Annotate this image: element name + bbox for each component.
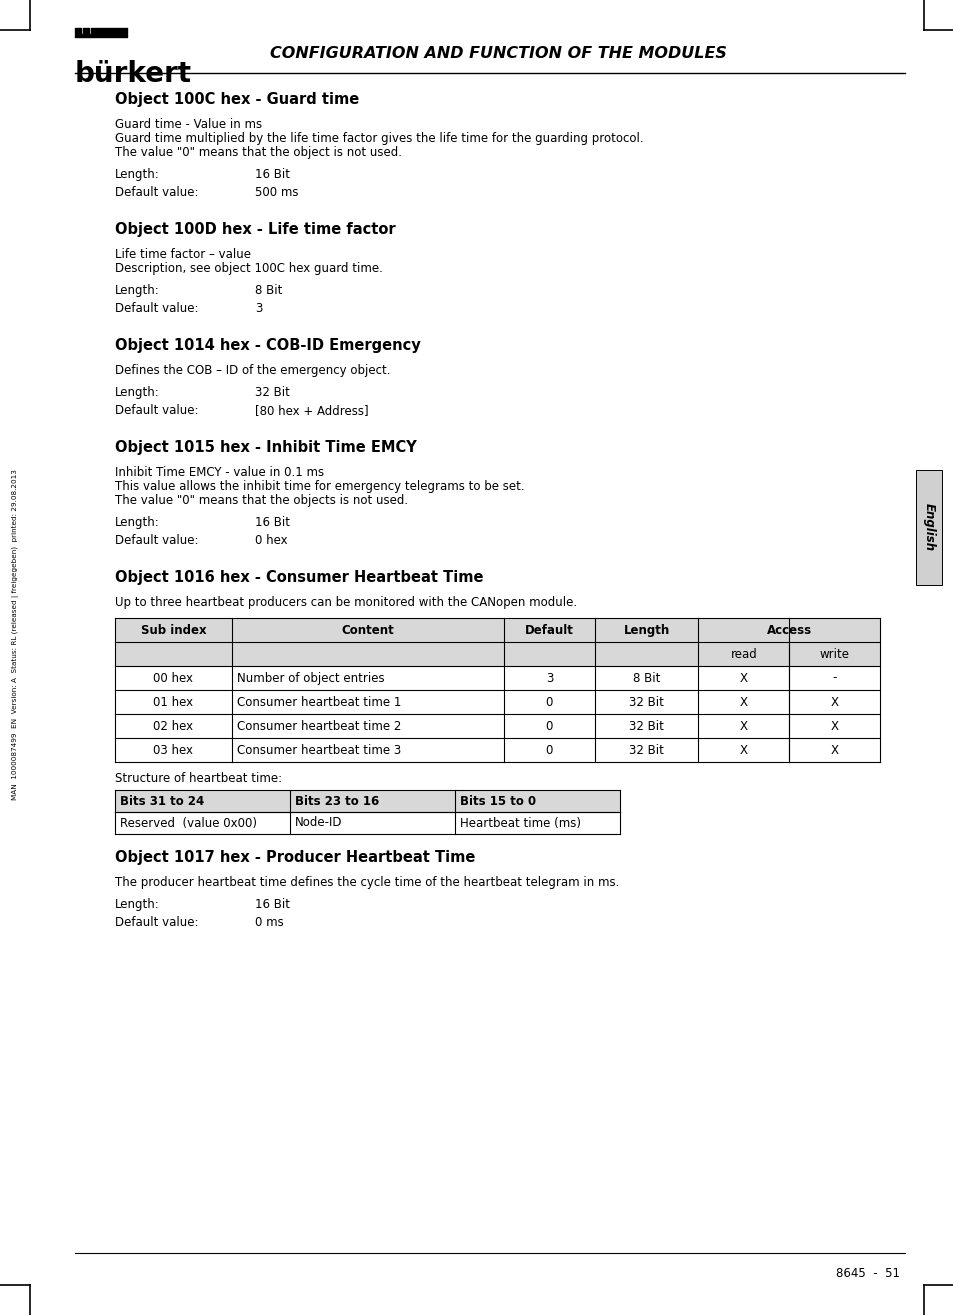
Text: Length:: Length: bbox=[115, 284, 159, 297]
Text: 32 Bit: 32 Bit bbox=[629, 743, 663, 756]
Text: Object 1016 hex - Consumer Heartbeat Time: Object 1016 hex - Consumer Heartbeat Tim… bbox=[115, 569, 483, 585]
Text: Structure of heartbeat time:: Structure of heartbeat time: bbox=[115, 772, 282, 785]
Text: Guard time multiplied by the life time factor gives the life time for the guardi: Guard time multiplied by the life time f… bbox=[115, 132, 643, 145]
Text: X: X bbox=[740, 719, 747, 732]
Text: The producer heartbeat time defines the cycle time of the heartbeat telegram in : The producer heartbeat time defines the … bbox=[115, 876, 618, 889]
Text: 3: 3 bbox=[254, 302, 262, 316]
Text: [80 hex + Address]: [80 hex + Address] bbox=[254, 404, 368, 417]
Bar bbox=[115, 618, 879, 642]
Text: Number of object entries: Number of object entries bbox=[236, 672, 384, 685]
Text: The value "0" means that the objects is not used.: The value "0" means that the objects is … bbox=[115, 494, 408, 508]
Text: 8645  -  51: 8645 - 51 bbox=[835, 1266, 899, 1279]
Text: Length:: Length: bbox=[115, 168, 159, 181]
Text: Consumer heartbeat time 2: Consumer heartbeat time 2 bbox=[236, 719, 400, 732]
Text: write: write bbox=[819, 647, 849, 660]
Bar bbox=[115, 790, 619, 811]
Text: Object 1014 hex - COB-ID Emergency: Object 1014 hex - COB-ID Emergency bbox=[115, 338, 420, 352]
Text: X: X bbox=[830, 696, 838, 709]
Text: 01 hex: 01 hex bbox=[153, 696, 193, 709]
Bar bbox=[115, 690, 879, 714]
Text: Life time factor – value: Life time factor – value bbox=[115, 249, 251, 260]
Text: 32 Bit: 32 Bit bbox=[629, 696, 663, 709]
Text: 0 ms: 0 ms bbox=[254, 917, 283, 928]
Bar bbox=[115, 665, 879, 690]
Text: 0: 0 bbox=[545, 719, 553, 732]
Text: Bits 31 to 24: Bits 31 to 24 bbox=[120, 794, 204, 807]
Bar bbox=[115, 642, 879, 665]
Text: Length:: Length: bbox=[115, 515, 159, 529]
Text: Node-ID: Node-ID bbox=[294, 817, 342, 830]
Text: X: X bbox=[740, 743, 747, 756]
Text: CONFIGURATION AND FUNCTION OF THE MODULES: CONFIGURATION AND FUNCTION OF THE MODULE… bbox=[270, 46, 726, 60]
Text: 8 Bit: 8 Bit bbox=[254, 284, 282, 297]
Text: 00 hex: 00 hex bbox=[153, 672, 193, 685]
Text: The value "0" means that the object is not used.: The value "0" means that the object is n… bbox=[115, 146, 401, 159]
Text: Consumer heartbeat time 3: Consumer heartbeat time 3 bbox=[236, 743, 400, 756]
Text: 16 Bit: 16 Bit bbox=[254, 898, 290, 911]
Text: 0 hex: 0 hex bbox=[254, 534, 287, 547]
Text: 0: 0 bbox=[545, 696, 553, 709]
Text: Default: Default bbox=[524, 623, 573, 636]
Text: Guard time - Value in ms: Guard time - Value in ms bbox=[115, 118, 262, 132]
Text: read: read bbox=[730, 647, 757, 660]
Text: Default value:: Default value: bbox=[115, 917, 198, 928]
Text: Length: Length bbox=[623, 623, 669, 636]
Text: -: - bbox=[832, 672, 836, 685]
Text: Bits 15 to 0: Bits 15 to 0 bbox=[459, 794, 536, 807]
Bar bbox=[115, 714, 879, 738]
Text: Consumer heartbeat time 1: Consumer heartbeat time 1 bbox=[236, 696, 400, 709]
Text: Up to three heartbeat producers can be monitored with the CANopen module.: Up to three heartbeat producers can be m… bbox=[115, 596, 577, 609]
Text: Bits 23 to 16: Bits 23 to 16 bbox=[294, 794, 379, 807]
Text: Description, see object 100C hex guard time.: Description, see object 100C hex guard t… bbox=[115, 262, 382, 275]
Text: Sub index: Sub index bbox=[140, 623, 206, 636]
Text: 32 Bit: 32 Bit bbox=[254, 387, 290, 398]
Text: X: X bbox=[830, 719, 838, 732]
Text: Content: Content bbox=[341, 623, 394, 636]
Text: 16 Bit: 16 Bit bbox=[254, 515, 290, 529]
Text: Object 1015 hex - Inhibit Time EMCY: Object 1015 hex - Inhibit Time EMCY bbox=[115, 441, 416, 455]
Bar bbox=[115, 811, 619, 834]
Text: 16 Bit: 16 Bit bbox=[254, 168, 290, 181]
Text: X: X bbox=[740, 696, 747, 709]
Text: Default value:: Default value: bbox=[115, 534, 198, 547]
Text: 8 Bit: 8 Bit bbox=[632, 672, 659, 685]
Text: Reserved  (value 0x00): Reserved (value 0x00) bbox=[120, 817, 256, 830]
Text: 03 hex: 03 hex bbox=[153, 743, 193, 756]
Text: Inhibit Time EMCY - value in 0.1 ms: Inhibit Time EMCY - value in 0.1 ms bbox=[115, 466, 324, 479]
Text: 02 hex: 02 hex bbox=[153, 719, 193, 732]
Text: X: X bbox=[740, 672, 747, 685]
Text: 0: 0 bbox=[545, 743, 553, 756]
Text: Default value:: Default value: bbox=[115, 185, 198, 199]
Text: Default value:: Default value: bbox=[115, 302, 198, 316]
Text: Length:: Length: bbox=[115, 898, 159, 911]
Text: Object 1017 hex - Producer Heartbeat Time: Object 1017 hex - Producer Heartbeat Tim… bbox=[115, 849, 475, 865]
Text: bürkert: bürkert bbox=[75, 60, 192, 88]
Text: English: English bbox=[922, 504, 935, 551]
Text: Heartbeat time (ms): Heartbeat time (ms) bbox=[459, 817, 580, 830]
Text: 3: 3 bbox=[545, 672, 553, 685]
Bar bbox=[915, 469, 941, 585]
Text: Length:: Length: bbox=[115, 387, 159, 398]
Text: Default value:: Default value: bbox=[115, 404, 198, 417]
Text: 500 ms: 500 ms bbox=[254, 185, 298, 199]
Bar bbox=[115, 738, 879, 761]
Text: MAN  1000087499  EN  Version: A  Status: RL (released | freigegeben)  printed: 2: MAN 1000087499 EN Version: A Status: RL … bbox=[12, 469, 19, 801]
Text: This value allows the inhibit time for emergency telegrams to be set.: This value allows the inhibit time for e… bbox=[115, 480, 524, 493]
Text: Object 100D hex - Life time factor: Object 100D hex - Life time factor bbox=[115, 222, 395, 237]
Text: Access: Access bbox=[766, 623, 811, 636]
Text: 32 Bit: 32 Bit bbox=[629, 719, 663, 732]
Text: X: X bbox=[830, 743, 838, 756]
Text: Defines the COB – ID of the emergency object.: Defines the COB – ID of the emergency ob… bbox=[115, 364, 390, 377]
Text: Object 100C hex - Guard time: Object 100C hex - Guard time bbox=[115, 92, 359, 107]
